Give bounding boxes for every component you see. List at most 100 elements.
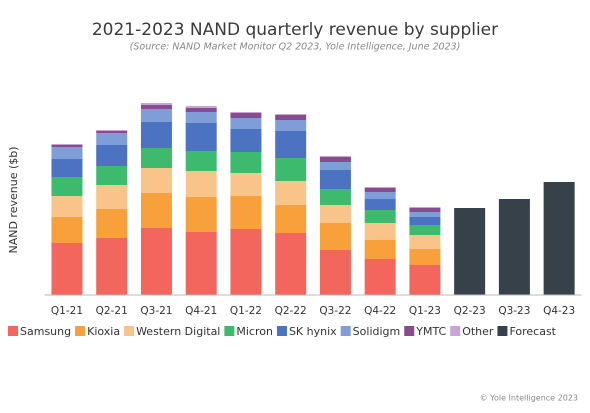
bar-segment xyxy=(185,197,217,232)
x-tick-label: Q3-22 xyxy=(319,305,351,317)
bar-segment xyxy=(140,109,172,122)
x-tick-label: Q4-23 xyxy=(543,305,575,317)
bar-segment xyxy=(230,113,262,118)
bar-segment xyxy=(275,120,307,131)
bar-segment xyxy=(96,238,128,295)
bar-segment xyxy=(96,185,128,209)
x-tick-label: Q2-23 xyxy=(454,305,486,317)
bar-segment xyxy=(275,181,307,205)
bar-segment xyxy=(319,205,351,223)
bar-segment xyxy=(51,243,83,295)
legend-swatch xyxy=(276,326,287,336)
bar-segment xyxy=(185,123,217,151)
bar-segment xyxy=(185,232,217,295)
legend-label: Western Digital xyxy=(136,325,220,338)
bar-segment xyxy=(275,233,307,295)
x-tick-label: Q4-21 xyxy=(185,305,217,317)
bar-segment xyxy=(319,170,351,189)
bar-segment xyxy=(51,196,83,217)
bar-segment xyxy=(96,131,128,133)
bar-segment xyxy=(275,114,307,115)
bar-segment xyxy=(140,168,172,193)
bar-segment xyxy=(409,249,441,265)
bar-segment xyxy=(51,159,83,177)
bar-segment xyxy=(51,145,83,147)
legend-swatch xyxy=(340,326,351,336)
bar-segment xyxy=(230,118,262,129)
bar-segment xyxy=(364,223,396,240)
x-tick-label: Q1-23 xyxy=(409,305,441,317)
legend-label: Samsung xyxy=(20,325,71,338)
bar-segment xyxy=(498,199,530,295)
bar-segment xyxy=(140,228,172,295)
bar-segment xyxy=(275,158,307,181)
bar-segment xyxy=(364,210,396,223)
bar-segment xyxy=(319,156,351,157)
bar-segment xyxy=(185,112,217,123)
bar-segment xyxy=(409,208,441,212)
x-tick-label: Q1-22 xyxy=(230,305,262,317)
bar-segment xyxy=(51,147,83,159)
bar-segment xyxy=(96,209,128,238)
bar-segment xyxy=(96,133,128,145)
bar-segment xyxy=(275,205,307,233)
bar-segment xyxy=(140,193,172,228)
legend-swatch xyxy=(8,326,18,336)
legend-swatch xyxy=(75,326,86,336)
bar-segment xyxy=(185,151,217,171)
bar-segment xyxy=(364,188,396,192)
x-tick-label: Q3-21 xyxy=(140,305,172,317)
legend-swatch xyxy=(497,326,508,336)
bar-segment xyxy=(96,130,128,131)
bar-segment xyxy=(185,171,217,197)
chart-title: 2021-2023 NAND quarterly revenue by supp… xyxy=(92,20,498,40)
bar-segment xyxy=(319,223,351,250)
bar-segment xyxy=(51,177,83,196)
bar-segment xyxy=(140,148,172,168)
legend-swatch xyxy=(124,326,135,336)
bar-segment xyxy=(230,173,262,196)
bar-segment xyxy=(319,162,351,170)
bar-segment xyxy=(96,145,128,166)
credit: © Yole Intelligence 2023 xyxy=(480,394,578,403)
bar-segment xyxy=(51,144,83,145)
bar-segment xyxy=(230,152,262,173)
bar-segment xyxy=(140,103,172,105)
bar-segment xyxy=(409,217,441,225)
bar-segment xyxy=(543,182,575,295)
bar-segment xyxy=(409,207,441,208)
x-tick-label: Q2-22 xyxy=(275,305,307,317)
bar-segment xyxy=(364,240,396,259)
bar-segment xyxy=(454,208,486,295)
bar-segment xyxy=(185,108,217,112)
bar-segment xyxy=(364,259,396,295)
legend-swatch xyxy=(450,326,461,336)
bar-segment xyxy=(409,212,441,217)
bar-segment xyxy=(140,122,172,148)
bar-segment xyxy=(140,105,172,109)
bar-segment xyxy=(409,225,441,235)
bar-segment xyxy=(51,217,83,243)
bar-segment xyxy=(185,106,217,108)
bar-segment xyxy=(230,229,262,295)
legend-swatch xyxy=(224,326,235,336)
legend-label: Solidigm xyxy=(353,325,401,338)
legend-label: Forecast xyxy=(509,325,556,338)
bar-segment xyxy=(319,157,351,162)
legend-label: YMTC xyxy=(415,325,446,338)
legend-label: Kioxia xyxy=(87,325,120,338)
bar-segment xyxy=(364,192,396,199)
legend-label: Other xyxy=(462,325,494,338)
bar-segment xyxy=(364,199,396,210)
x-tick-label: Q1-21 xyxy=(51,305,83,317)
y-axis-label: NAND revenue ($b) xyxy=(7,146,20,253)
bar-segment xyxy=(409,235,441,249)
bar-segment xyxy=(364,187,396,188)
x-tick-label: Q3-23 xyxy=(498,305,530,317)
bar-segment xyxy=(275,115,307,120)
bar-segment xyxy=(319,189,351,205)
chart-subtitle: (Source: NAND Market Monitor Q2 2023, Yo… xyxy=(130,42,461,53)
bar-segment xyxy=(96,166,128,185)
legend-label: Micron xyxy=(236,325,273,338)
